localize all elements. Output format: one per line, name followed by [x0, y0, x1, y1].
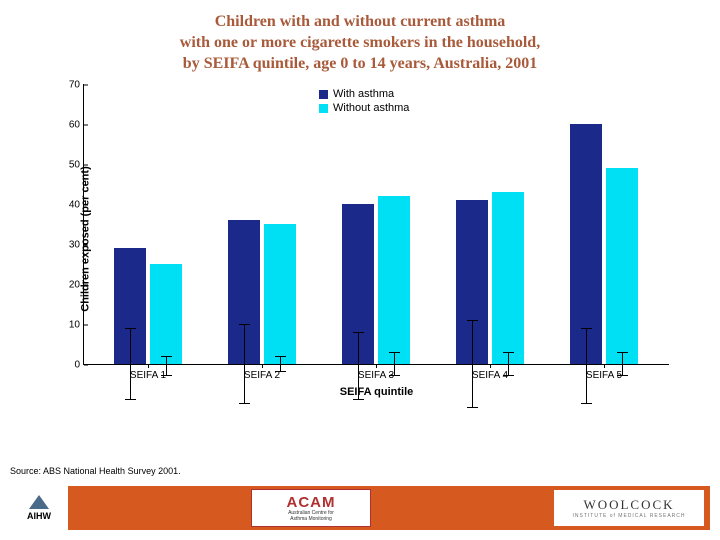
bar [606, 168, 638, 364]
y-tick: 70 [69, 79, 84, 90]
y-tick: 50 [69, 159, 84, 170]
y-tick: 0 [74, 359, 84, 370]
bar [378, 196, 410, 364]
source-note: Source: ABS National Health Survey 2001. [10, 466, 181, 476]
x-tick: SEIFA 2 [244, 364, 280, 381]
x-tick: SEIFA 1 [130, 364, 166, 381]
bar [264, 224, 296, 364]
x-tick: SEIFA 4 [472, 364, 508, 381]
plot-region: SEIFA quintile With asthmaWithout asthma… [83, 84, 669, 365]
legend-item: With asthma [319, 88, 409, 100]
bar [492, 192, 524, 364]
bar [456, 200, 488, 364]
legend-swatch [319, 104, 328, 113]
footer-bar: AIHW ACAM Australian Centre for Asthma M… [10, 486, 710, 530]
legend-swatch [319, 90, 328, 99]
bar [570, 124, 602, 364]
error-bar [394, 352, 395, 376]
x-tick: SEIFA 5 [586, 364, 622, 381]
error-bar [166, 356, 167, 376]
y-tick: 10 [69, 319, 84, 330]
bar [114, 248, 146, 364]
y-tick: 20 [69, 279, 84, 290]
error-bar [622, 352, 623, 376]
legend-item: Without asthma [319, 102, 409, 114]
error-bar [508, 352, 509, 376]
bar [228, 220, 260, 364]
y-tick: 60 [69, 119, 84, 130]
chart-area: Children exposed (per cent) SEIFA quinti… [55, 84, 680, 394]
woolcock-logo: WOOLCOCK INSTITUTE of MEDICAL RESEARCH [554, 490, 704, 526]
y-tick: 30 [69, 239, 84, 250]
triangle-icon [29, 495, 49, 509]
chart-title: Children with and without current asthma… [0, 0, 720, 80]
bar [150, 264, 182, 364]
legend-label: With asthma [333, 88, 394, 100]
legend-label: Without asthma [333, 102, 409, 114]
acam-logo: ACAM Australian Centre for Asthma Monito… [251, 489, 371, 527]
legend: With asthma Without asthma [319, 88, 409, 116]
y-tick: 40 [69, 199, 84, 210]
bar [342, 204, 374, 364]
error-bar [280, 356, 281, 372]
aihw-logo: AIHW [10, 486, 68, 530]
x-axis-label: SEIFA quintile [340, 386, 414, 398]
x-tick: SEIFA 3 [358, 364, 394, 381]
